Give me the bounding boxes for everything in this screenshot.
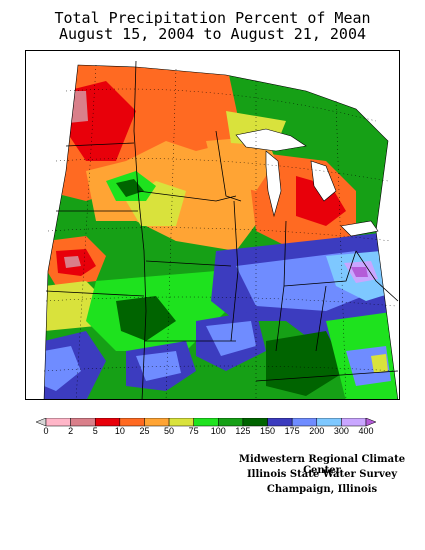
boundary-ia-mo bbox=[145, 260, 232, 267]
fill-yellow-se bbox=[371, 354, 388, 373]
boundary-in-ky bbox=[315, 285, 327, 352]
legend-tick-label: 10 bbox=[114, 426, 125, 436]
legend-tick-label: 200 bbox=[309, 426, 325, 436]
fill-red-mi bbox=[296, 176, 346, 226]
credit-line3: Champaign, Illinois bbox=[266, 484, 378, 495]
fill-pink-w bbox=[64, 256, 81, 268]
boundary-nd-sd bbox=[65, 142, 135, 147]
legend-tick-label: 175 bbox=[284, 426, 300, 436]
map-title-line1: Total Precipitation Percent of Mean bbox=[54, 9, 371, 27]
lake-michigan bbox=[265, 150, 282, 218]
state-boundaries bbox=[45, 60, 399, 399]
color-legend bbox=[36, 418, 376, 427]
fill-blue-s bbox=[136, 351, 181, 381]
map-title-line2: August 15, 2004 to August 21, 2004 bbox=[58, 25, 367, 43]
legend-tick-label: 5 bbox=[92, 426, 98, 436]
boundary-mn-wi bbox=[215, 130, 242, 202]
legend-tick-label: 125 bbox=[235, 426, 251, 436]
precipitation-map-graphic bbox=[26, 51, 399, 399]
lake-huron bbox=[310, 160, 337, 202]
legend-swatch bbox=[267, 418, 293, 427]
legend-swatch bbox=[45, 418, 71, 427]
boundary-oh-east bbox=[355, 250, 399, 302]
legend-tick-label: 400 bbox=[358, 426, 374, 436]
legend-swatch bbox=[144, 418, 170, 427]
fill-dark-green-se bbox=[266, 331, 346, 396]
fill-dark-green-nw bbox=[116, 179, 144, 197]
legend-tick-label: 2 bbox=[68, 426, 74, 436]
grid-lines bbox=[43, 64, 399, 399]
legend-tick-label: 0 bbox=[43, 426, 49, 436]
legend-swatch bbox=[94, 418, 121, 427]
credit-line2: Illinois State Water Survey bbox=[246, 469, 398, 480]
legend-tick-label: 50 bbox=[164, 426, 175, 436]
legend-tick-label: 25 bbox=[139, 426, 150, 436]
legend-swatch bbox=[70, 418, 96, 427]
precipitation-map bbox=[25, 50, 400, 400]
lake-erie bbox=[340, 220, 379, 237]
legend-swatch bbox=[242, 418, 268, 427]
domain-outline bbox=[43, 64, 399, 399]
boundary-mn-ia bbox=[137, 190, 237, 202]
legend-tick-label: 75 bbox=[188, 426, 199, 436]
legend-arrow-low bbox=[36, 418, 47, 427]
boundary-in-oh bbox=[283, 250, 357, 287]
legend-arrow-high bbox=[365, 418, 376, 427]
lake-superior bbox=[235, 128, 307, 152]
legend-swatch bbox=[193, 418, 219, 427]
legend-swatch bbox=[119, 418, 145, 427]
legend-tick-label: 100 bbox=[210, 426, 226, 436]
legend-tick-label: 300 bbox=[333, 426, 349, 436]
boundary-il-west bbox=[230, 200, 239, 342]
legend-swatch bbox=[218, 418, 244, 427]
great-lakes bbox=[235, 128, 379, 237]
legend-tick-label: 150 bbox=[260, 426, 276, 436]
fill-purple-e bbox=[351, 267, 368, 277]
legend-swatch bbox=[291, 418, 318, 427]
boundary-ks bbox=[45, 290, 145, 297]
credit-line1: Midwestern Regional Climate Center bbox=[238, 454, 406, 476]
fill-blue-sw bbox=[44, 346, 81, 391]
boundary-mn-west bbox=[133, 60, 147, 399]
legend-swatch bbox=[168, 418, 194, 427]
legend-swatch bbox=[341, 418, 367, 427]
legend-swatch bbox=[316, 418, 342, 427]
boundary-tn bbox=[255, 370, 399, 382]
